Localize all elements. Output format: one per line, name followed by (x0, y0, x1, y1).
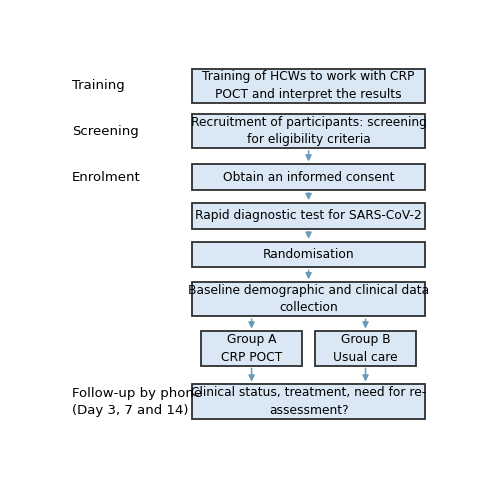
Text: Clinical status, treatment, need for re-
assessment?: Clinical status, treatment, need for re-… (191, 386, 426, 417)
FancyBboxPatch shape (315, 332, 416, 366)
FancyBboxPatch shape (192, 242, 425, 268)
Text: Training: Training (72, 79, 125, 92)
Text: Randomisation: Randomisation (263, 248, 354, 261)
FancyBboxPatch shape (192, 384, 425, 419)
FancyBboxPatch shape (192, 203, 425, 229)
Text: Obtain an informed consent: Obtain an informed consent (223, 171, 394, 184)
FancyBboxPatch shape (192, 114, 425, 148)
FancyBboxPatch shape (192, 282, 425, 316)
Text: Recruitment of participants: screening
for eligibility criteria: Recruitment of participants: screening f… (190, 116, 426, 146)
Text: Group A
CRP POCT: Group A CRP POCT (221, 333, 282, 364)
FancyBboxPatch shape (201, 332, 302, 366)
Text: Follow-up by phone
(Day 3, 7 and 14): Follow-up by phone (Day 3, 7 and 14) (72, 387, 202, 417)
Text: Enrolment: Enrolment (72, 171, 141, 184)
Text: Screening: Screening (72, 124, 139, 138)
Text: Rapid diagnostic test for SARS-CoV-2: Rapid diagnostic test for SARS-CoV-2 (195, 210, 422, 222)
Text: Training of HCWs to work with CRP
POCT and interpret the results: Training of HCWs to work with CRP POCT a… (202, 70, 415, 101)
FancyBboxPatch shape (192, 164, 425, 190)
Text: Baseline demographic and clinical data
collection: Baseline demographic and clinical data c… (188, 284, 429, 314)
Text: Group B
Usual care: Group B Usual care (333, 333, 398, 364)
FancyBboxPatch shape (192, 68, 425, 103)
